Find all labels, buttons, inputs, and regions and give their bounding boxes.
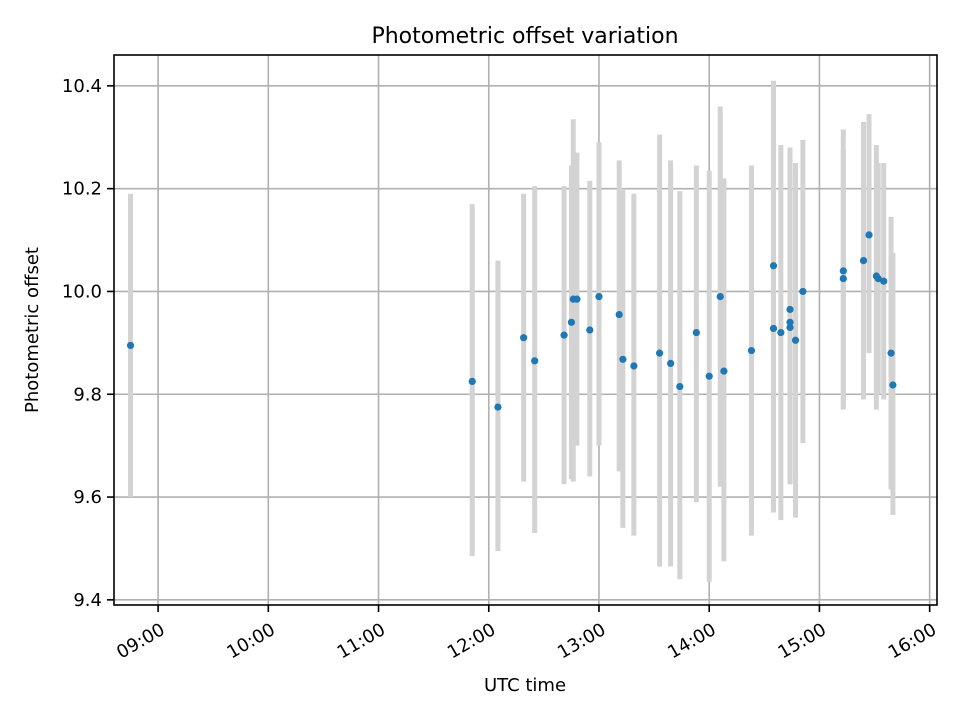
data-point (705, 372, 713, 380)
x-tick-label: 13:00 (554, 619, 609, 663)
data-point (887, 349, 895, 357)
data-point (667, 359, 675, 368)
data-point (799, 287, 807, 296)
data-point (468, 377, 476, 386)
data-point (880, 277, 888, 285)
y-tick-label: 9.8 (73, 384, 102, 405)
y-axis-label: Photometric offset (22, 247, 43, 413)
data-point (791, 336, 800, 344)
data-point (769, 262, 778, 270)
plot-frame (113, 54, 938, 606)
data-point (874, 274, 882, 283)
point-layer (126, 231, 897, 411)
data-point (676, 382, 684, 391)
x-tick-label: 12:00 (444, 619, 499, 663)
data-point (573, 295, 581, 303)
data-point (692, 328, 700, 337)
data-point (494, 403, 502, 411)
x-tick-label: 16:00 (885, 619, 940, 663)
data-point (630, 362, 638, 370)
x-tick-label: 14:00 (664, 619, 719, 663)
data-point (839, 274, 847, 283)
tick-layer: 09:00 10:00 11:00 12:00 13:00 14:00 15:00 16:00… (62, 76, 940, 663)
x-tick-label: 11:00 (334, 619, 389, 663)
data-point (720, 367, 728, 375)
data-point (747, 346, 756, 355)
chart-title: Photometric offset variation (371, 24, 678, 49)
data-point (520, 334, 528, 342)
data-point (786, 305, 794, 314)
data-point (126, 341, 135, 350)
data-point (595, 292, 603, 301)
data-point (531, 357, 539, 365)
data-point (786, 318, 794, 326)
x-axis-label: UTC time (484, 675, 566, 696)
data-point (865, 231, 873, 239)
data-point (777, 328, 785, 337)
x-tick-label: 10:00 (223, 619, 278, 663)
data-point (567, 318, 576, 326)
data-point (586, 326, 594, 334)
x-tick-label: 15:00 (775, 619, 830, 663)
data-point (615, 310, 623, 319)
y-tick-label: 9.4 (73, 590, 102, 611)
data-point (839, 267, 847, 275)
data-point (619, 355, 627, 363)
y-tick-label: 10.0 (62, 281, 102, 302)
data-point (656, 349, 664, 357)
y-tick-label: 9.6 (73, 487, 102, 508)
x-tick-label: 09:00 (113, 619, 168, 663)
y-tick-label: 10.2 (62, 179, 102, 200)
data-point (560, 331, 568, 339)
data-point (716, 292, 724, 301)
data-point (786, 323, 794, 332)
data-point (769, 324, 778, 333)
data-point (889, 381, 897, 389)
data-point (859, 257, 868, 265)
y-tick-label: 10.4 (62, 76, 102, 97)
